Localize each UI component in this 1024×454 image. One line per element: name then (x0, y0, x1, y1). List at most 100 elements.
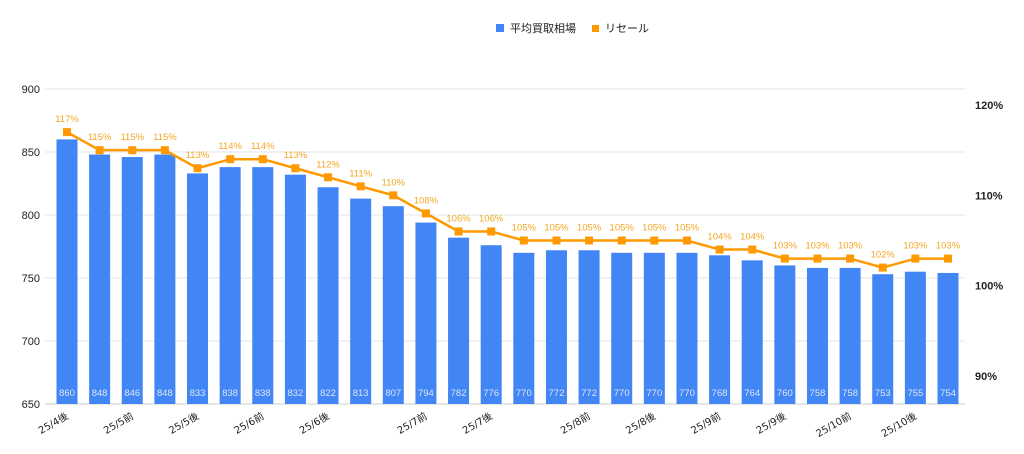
line-point-marker[interactable] (389, 191, 398, 200)
bar-value-label: 754 (940, 388, 956, 399)
bar-value-label: 776 (483, 388, 499, 399)
line-point-marker[interactable] (552, 236, 561, 245)
bar[interactable] (937, 272, 959, 404)
line-value-label: 105% (610, 223, 635, 234)
line-point-marker[interactable] (291, 164, 300, 173)
line-point-marker[interactable] (487, 227, 496, 236)
bar[interactable] (774, 265, 796, 404)
left-axis-tick: 850 (22, 147, 40, 159)
bar[interactable] (676, 252, 698, 404)
line-point-marker[interactable] (226, 155, 235, 164)
line-point-marker[interactable] (813, 254, 822, 263)
bar-value-label: 772 (581, 388, 597, 399)
bar[interactable] (154, 154, 176, 404)
bar-value-label: 822 (320, 388, 336, 399)
bar[interactable] (741, 260, 763, 404)
line-value-label: 111% (349, 168, 372, 179)
bar[interactable] (513, 252, 535, 404)
bar-value-label: 770 (679, 388, 695, 399)
bar[interactable] (415, 222, 437, 404)
line-point-marker[interactable] (682, 236, 691, 245)
bar[interactable] (643, 252, 665, 404)
x-axis-tick: 25/9後 (754, 409, 789, 436)
line-value-label: 103% (838, 241, 863, 252)
line-point-marker[interactable] (63, 128, 71, 137)
line-point-marker[interactable] (650, 236, 659, 245)
bar[interactable] (121, 157, 143, 404)
line-point-marker[interactable] (160, 146, 169, 155)
bar-value-label: 768 (712, 388, 728, 399)
bar[interactable] (806, 267, 828, 404)
chart-legend: 平均買取相場 リセール (496, 20, 665, 36)
bar-value-label: 760 (777, 388, 793, 399)
bar[interactable] (448, 237, 470, 404)
line-point-marker[interactable] (585, 236, 594, 245)
x-axis-tick: 25/4後 (36, 409, 71, 436)
line-point-marker[interactable] (324, 173, 333, 182)
bar[interactable] (611, 252, 633, 404)
right-axis-tick: 120% (975, 100, 1003, 112)
left-axis-tick: 900 (22, 84, 40, 96)
bar[interactable] (578, 250, 600, 404)
bar-value-label: 770 (516, 388, 532, 399)
line-point-marker[interactable] (356, 182, 365, 191)
line-value-label: 110% (381, 177, 405, 188)
bar[interactable] (709, 255, 731, 404)
bar[interactable] (904, 271, 926, 404)
left-axis-tick: 700 (22, 336, 40, 348)
legend-item-bar[interactable]: 平均買取相場 (496, 20, 576, 36)
line-value-label: 104% (707, 232, 732, 243)
line-value-label: 106% (479, 213, 504, 224)
legend-item-line[interactable]: リセール (592, 20, 649, 36)
line-value-label: 103% (936, 241, 961, 252)
x-axis-tick: 25/8後 (623, 409, 658, 436)
line-point-marker[interactable] (193, 164, 202, 173)
line-point-marker[interactable] (128, 146, 137, 155)
bar[interactable] (56, 139, 78, 404)
line-point-marker[interactable] (421, 209, 430, 218)
bar-value-label: 758 (810, 388, 826, 399)
line-value-label: 103% (773, 241, 798, 252)
legend-line-swatch-icon (592, 24, 599, 32)
x-axis-tick: 25/10前 (813, 409, 853, 440)
x-axis-tick: 25/9前 (688, 409, 723, 436)
bar[interactable] (284, 174, 306, 404)
bar-value-label: 860 (59, 388, 75, 399)
bar[interactable] (89, 154, 111, 404)
line-point-marker[interactable] (846, 254, 855, 263)
line-point-marker[interactable] (95, 146, 104, 155)
x-axis-tick: 25/7前 (395, 409, 430, 436)
line-point-marker[interactable] (519, 236, 528, 245)
line-value-label: 108% (414, 195, 439, 206)
x-axis-tick: 25/10後 (879, 409, 919, 440)
bar-value-label: 846 (124, 388, 140, 399)
bar[interactable] (872, 274, 894, 404)
line-point-marker[interactable] (780, 254, 789, 263)
line-point-marker[interactable] (911, 254, 920, 263)
legend-label-line: リセール (605, 23, 649, 35)
bar[interactable] (545, 250, 567, 404)
line-point-marker[interactable] (878, 263, 887, 272)
bar[interactable] (187, 173, 209, 404)
line-point-marker[interactable] (715, 245, 724, 254)
line-point-marker[interactable] (944, 254, 952, 263)
bar[interactable] (839, 267, 861, 404)
bar[interactable] (317, 187, 339, 404)
x-axis-tick: 25/7後 (460, 409, 495, 436)
line-point-marker[interactable] (748, 245, 757, 254)
bar[interactable] (480, 245, 502, 404)
bar-value-label: 794 (418, 388, 434, 399)
bar-value-label: 770 (614, 388, 630, 399)
bar[interactable] (350, 198, 372, 404)
left-axis-tick: 800 (22, 210, 40, 222)
bar[interactable] (252, 167, 274, 404)
bar-value-label: 770 (646, 388, 662, 399)
line-point-marker[interactable] (454, 227, 463, 236)
left-axis-tick: 650 (22, 399, 40, 411)
line-value-label: 105% (642, 223, 667, 234)
line-point-marker[interactable] (617, 236, 626, 245)
bar[interactable] (382, 206, 404, 404)
bar[interactable] (219, 167, 241, 404)
line-point-marker[interactable] (258, 155, 267, 164)
